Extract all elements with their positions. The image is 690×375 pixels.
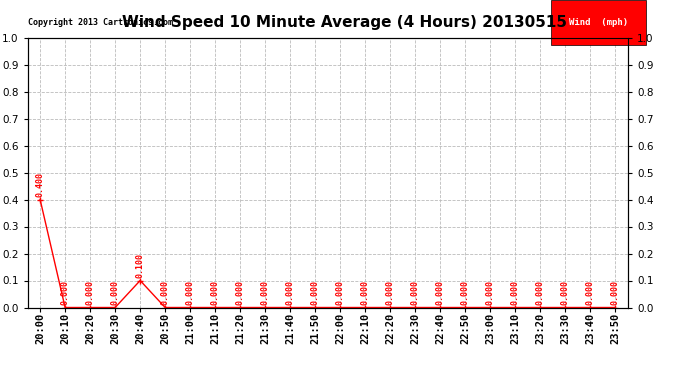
Text: 0.400: 0.400 [36, 172, 45, 197]
Text: 0.000: 0.000 [511, 280, 520, 305]
Text: 0.000: 0.000 [110, 280, 119, 305]
Text: Wind  (mph): Wind (mph) [569, 18, 628, 27]
Text: Copyright 2013 Cartronics.com: Copyright 2013 Cartronics.com [28, 18, 172, 27]
Text: 0.000: 0.000 [561, 280, 570, 305]
Text: 0.000: 0.000 [61, 280, 70, 305]
Text: 0.000: 0.000 [536, 280, 545, 305]
Text: 0.000: 0.000 [586, 280, 595, 305]
Text: 0.000: 0.000 [436, 280, 445, 305]
Text: 0.100: 0.100 [136, 253, 145, 278]
Text: 0.000: 0.000 [336, 280, 345, 305]
Text: 0.000: 0.000 [361, 280, 370, 305]
Text: Wind Speed 10 Minute Average (4 Hours) 20130515: Wind Speed 10 Minute Average (4 Hours) 2… [123, 15, 567, 30]
Text: 0.000: 0.000 [161, 280, 170, 305]
Text: 0.000: 0.000 [310, 280, 319, 305]
Text: 0.000: 0.000 [210, 280, 219, 305]
Text: 0.000: 0.000 [186, 280, 195, 305]
Text: 0.000: 0.000 [286, 280, 295, 305]
Text: 0.000: 0.000 [236, 280, 245, 305]
Text: 0.000: 0.000 [461, 280, 470, 305]
Text: 0.000: 0.000 [411, 280, 420, 305]
Text: 0.000: 0.000 [86, 280, 95, 305]
Text: 0.000: 0.000 [486, 280, 495, 305]
Text: 0.000: 0.000 [611, 280, 620, 305]
Text: 0.000: 0.000 [261, 280, 270, 305]
Text: 0.000: 0.000 [386, 280, 395, 305]
